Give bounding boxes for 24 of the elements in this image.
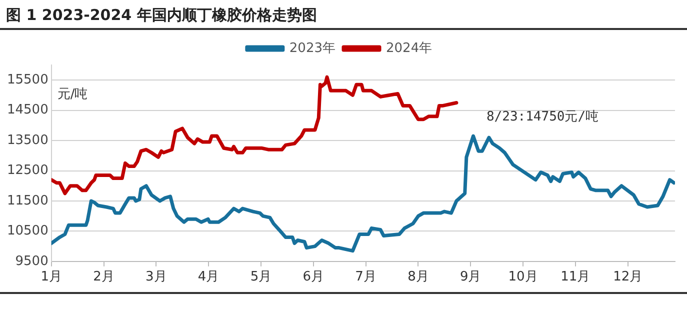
x-tick-label: 11月 — [560, 270, 590, 285]
annotation: 8/23:14750元/吨 — [486, 110, 599, 125]
legend-label: 2023年 — [289, 40, 336, 56]
y-tick-label: 12500 — [6, 163, 48, 178]
y-tick-label: 9500 — [15, 254, 48, 269]
y-axis-title: 元/吨 — [57, 86, 88, 102]
x-tick-label: 1月 — [40, 270, 62, 285]
y-tick-label: 11500 — [6, 193, 48, 208]
x-tick-label: 12月 — [613, 270, 643, 285]
x-tick-label: 2月 — [93, 270, 114, 285]
y-tick-label: 15500 — [6, 72, 48, 88]
chart-title: 图 1 2023-2024 年国内顺丁橡胶价格走势图 — [0, 0, 687, 30]
x-tick-label: 9月 — [460, 270, 482, 285]
x-tick-label: 10月 — [508, 270, 538, 285]
x-tick-label: 8月 — [408, 270, 429, 285]
y-tick-label: 13500 — [6, 132, 48, 148]
x-tick-label: 4月 — [198, 270, 220, 285]
x-tick-label: 5月 — [250, 270, 272, 285]
y-tick-label: 10500 — [6, 224, 48, 239]
x-tick-label: 3月 — [146, 270, 167, 285]
legend-label: 2024年 — [386, 40, 432, 56]
y-tick-label: 14500 — [6, 102, 48, 118]
x-tick-label: 7月 — [355, 270, 376, 285]
x-tick-label: 6月 — [302, 270, 324, 285]
